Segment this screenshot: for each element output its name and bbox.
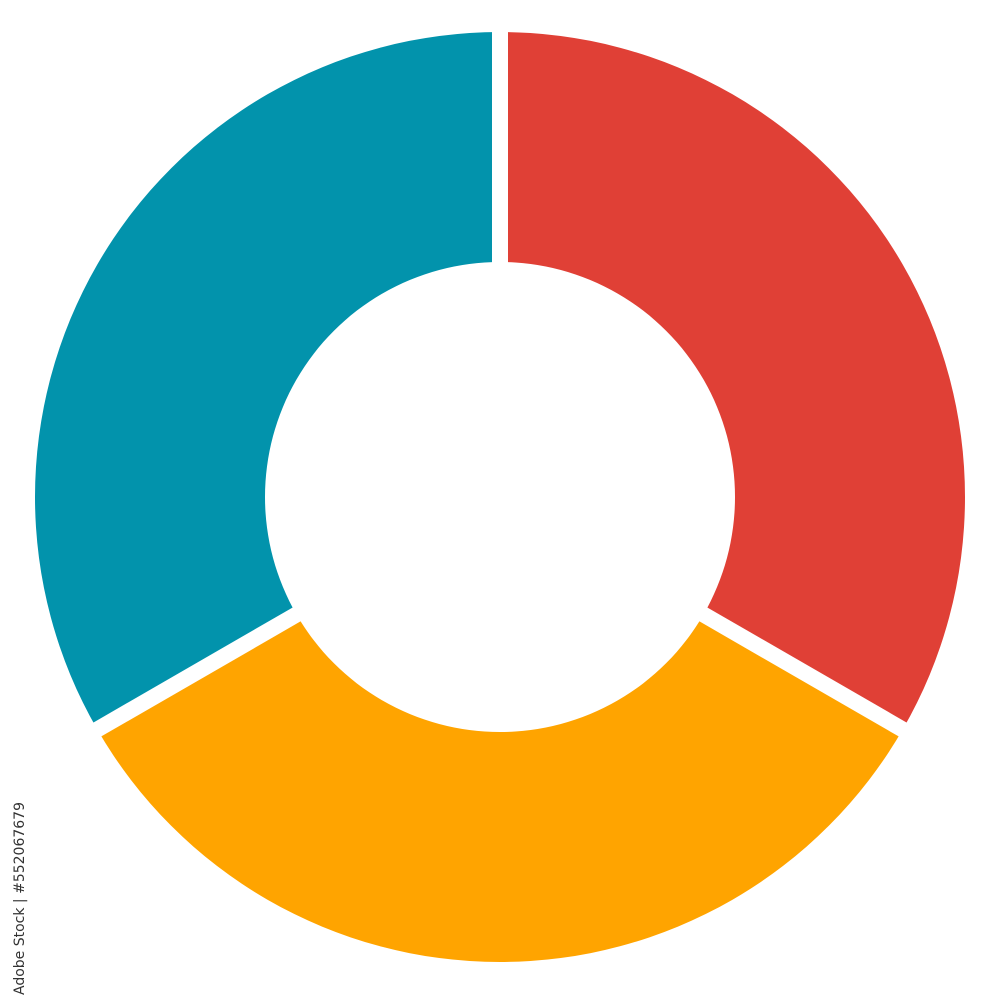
donut-slice-2 bbox=[35, 32, 501, 730]
donut-slice-1 bbox=[97, 614, 903, 962]
slice-separator-2 bbox=[88, 605, 305, 739]
watermark: Adobe Stock | #552067679 bbox=[12, 802, 28, 995]
slice-separator-1 bbox=[695, 605, 912, 739]
donut-slice-0 bbox=[500, 32, 965, 730]
